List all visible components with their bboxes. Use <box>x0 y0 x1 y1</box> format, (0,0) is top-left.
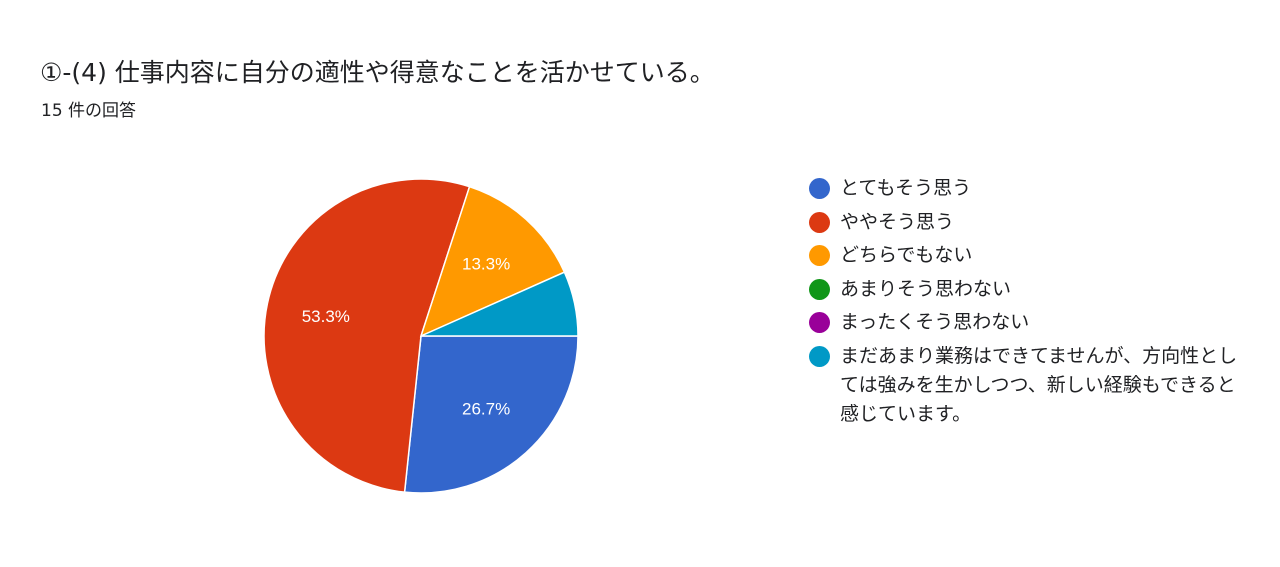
pie-slices <box>263 178 579 494</box>
pie-labels: 26.7% 53.3% 13.3% <box>302 255 511 419</box>
legend-item-3[interactable]: あまりそう思わない <box>809 275 1249 304</box>
pie-slice-label-0: 26.7% <box>462 399 510 418</box>
legend-label-4: まったくそう思わない <box>840 311 1030 333</box>
chart-legend: とてもそう思う ややそう思う どちらでもないあまりそう思わない まったくそう思わないま… <box>809 174 1249 433</box>
response-count: 15 件の回答 <box>41 101 137 121</box>
pie-slice-0[interactable] <box>403 335 579 494</box>
pie-slice-2[interactable] <box>419 185 566 338</box>
legend-item-1[interactable]: ややそう思う <box>809 208 1249 237</box>
legend-swatch-2 <box>809 245 830 266</box>
chart-title: ①-(4) 仕事内容に自分の適性や得意なことを活かせている。 <box>40 58 715 87</box>
legend-item-4[interactable]: まったくそう思わない <box>809 308 1249 337</box>
legend-label-0: とてもそう思う <box>840 177 972 199</box>
legend-label-1: ややそう思う <box>840 210 955 233</box>
legend-label-2: どちらでもない <box>840 244 973 266</box>
legend-item-5[interactable]: まだあまり業務はできてませんが、方向性としては強みを生かしつつ、新しい経験もでき… <box>809 342 1249 429</box>
legend-item-0[interactable]: とてもそう思う <box>809 174 1249 203</box>
legend-label-3: あまりそう思わない <box>840 277 1012 300</box>
legend-swatch-4 <box>809 312 830 333</box>
pie-slice-label-1: 53.3% <box>302 307 350 326</box>
pie-slice-label-2: 13.3% <box>462 255 510 274</box>
legend-label-5: まだあまり業務はできてませんが、方向性としては強みを生かしつつ、新しい経験もでき… <box>840 344 1238 425</box>
pie-slice-1[interactable] <box>263 178 471 493</box>
legend-swatch-1 <box>809 211 830 233</box>
legend-item-2[interactable]: どちらでもない <box>809 241 1249 270</box>
legend-swatch-0 <box>809 178 830 199</box>
legend-swatch-5 <box>809 345 830 367</box>
legend-swatch-3 <box>809 278 830 300</box>
pie-slice-5[interactable] <box>420 271 579 337</box>
